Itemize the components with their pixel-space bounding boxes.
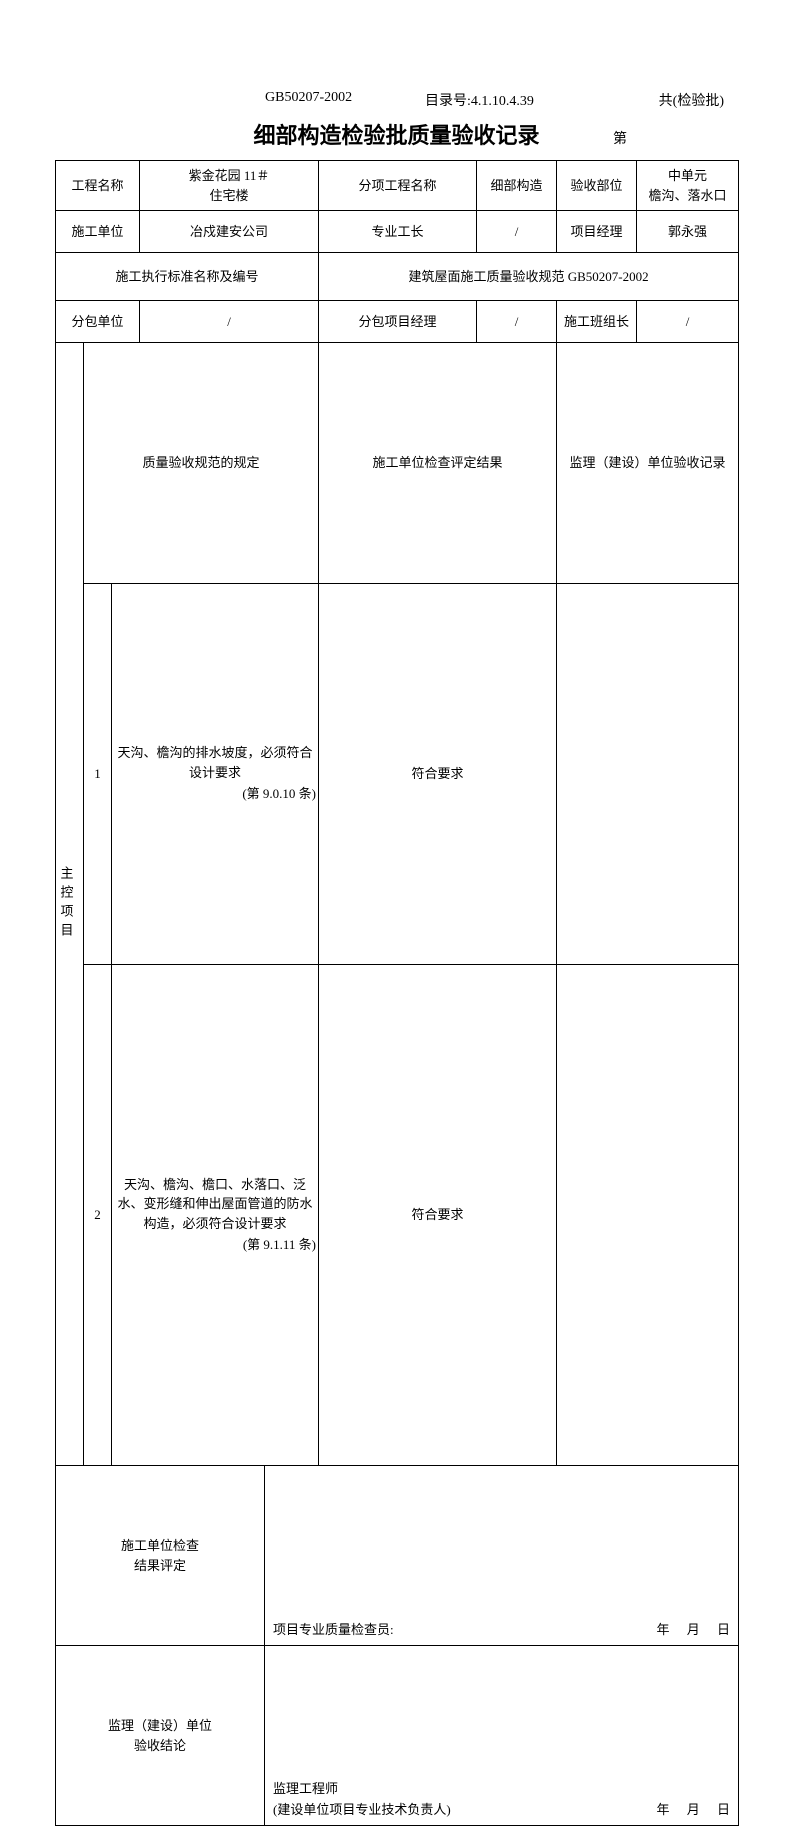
subitem-value: 细部构造 — [477, 161, 557, 211]
item-1-no: 1 — [84, 583, 112, 964]
result-header: 施工单位检查评定结果 — [319, 343, 557, 584]
sig1-d: 日 — [717, 1622, 730, 1637]
sig2-label-l2: 验收结论 — [58, 1736, 262, 1756]
project-name-l1: 紫金花园 11＃ — [142, 166, 316, 186]
sig2-d: 日 — [717, 1802, 730, 1817]
vertical-label: 主控项目 — [56, 343, 76, 1465]
sig2-body: 监理工程师 (建设单位项目专业技术负责人) 年 月 日 — [265, 1646, 739, 1826]
sig1-label-cell: 施工单位检查 结果评定 — [56, 1466, 265, 1646]
doc-title: 细部构造检验批质量验收记录 — [55, 118, 598, 150]
title-line: 细部构造检验批质量验收记录 第 — [55, 118, 738, 150]
catalog-no: 4.1.10.4.39 — [471, 94, 534, 109]
pm-label: 项目经理 — [557, 211, 637, 253]
item-2-desc-cell: 天沟、檐沟、檐口、水落口、泛水、变形缝和伸出屋面管道的防水构造，必须符合设计要求… — [112, 964, 319, 1465]
sig2-signer-l1: 监理工程师 — [273, 1779, 738, 1800]
item-1-result: 符合要求 — [319, 583, 557, 964]
item-1-desc: 天沟、檐沟的排水坡度，必须符合设计要求 — [118, 745, 313, 780]
catalog-label: 目录号: — [425, 94, 471, 109]
accept-part-l2: 檐沟、落水口 — [639, 186, 736, 206]
sig1-label-l2: 结果评定 — [58, 1556, 262, 1576]
sub-pm-value: / — [477, 301, 557, 343]
info-row-1: 工程名称 紫金花园 11＃ 住宅楼 分项工程名称 细部构造 验收部位 中单元 檐… — [56, 161, 739, 211]
team-leader-value: / — [637, 301, 739, 343]
item-1-clause: (第 9.0.10 条) — [114, 784, 316, 804]
sig1-body: 项目专业质量检查员: 年 月 日 — [265, 1466, 739, 1646]
sig2-label-l1: 监理（建设）单位 — [58, 1716, 262, 1736]
accept-part-label: 验收部位 — [557, 161, 637, 211]
subcontractor-label: 分包单位 — [56, 301, 140, 343]
standard-value: 建筑屋面施工质量验收规范 GB50207-2002 — [319, 253, 739, 301]
accept-part-l1: 中单元 — [639, 166, 736, 186]
contractor-label: 施工单位 — [56, 211, 140, 253]
subcontractor-value: / — [140, 301, 319, 343]
info-row-4: 分包单位 / 分包项目经理 / 施工班组长 / — [56, 301, 739, 343]
info-row-3: 施工执行标准名称及编号 建筑屋面施工质量验收规范 GB50207-2002 — [56, 253, 739, 301]
sig-row-2: 监理（建设）单位 验收结论 监理工程师 (建设单位项目专业技术负责人) 年 月 … — [56, 1646, 739, 1826]
spec-header: 质量验收规范的规定 — [84, 343, 319, 584]
pm-value: 郭永强 — [637, 211, 739, 253]
item-1-supervision — [557, 583, 739, 964]
item-2-no: 2 — [84, 964, 112, 1465]
item-2-clause: (第 9.1.11 条) — [243, 1235, 316, 1255]
sig2-m: 月 — [687, 1802, 700, 1817]
standard-label: 施工执行标准名称及编号 — [56, 253, 319, 301]
sig1-date: 年 月 日 — [642, 1620, 730, 1640]
page-no: 第 — [598, 128, 738, 148]
sig2-y: 年 — [656, 1802, 669, 1817]
item-2-supervision — [557, 964, 739, 1465]
std-code: GB50207-2002 — [265, 90, 425, 110]
info-row-2: 施工单位 冶戍建安公司 专业工长 / 项目经理 郭永强 — [56, 211, 739, 253]
page: GB50207-2002 目录号:4.1.10.4.39 共(检验批) 细部构造… — [0, 0, 793, 1122]
sig2-date: 年 月 日 — [642, 1800, 730, 1820]
main-table: 工程名称 紫金花园 11＃ 住宅楼 分项工程名称 细部构造 验收部位 中单元 檐… — [55, 160, 739, 1826]
accept-part-value: 中单元 檐沟、落水口 — [637, 161, 739, 211]
contractor-value: 冶戍建安公司 — [140, 211, 319, 253]
supervision-header: 监理（建设）单位验收记录 — [557, 343, 739, 584]
item-row-2: 2 天沟、檐沟、檐口、水落口、泛水、变形缝和伸出屋面管道的防水构造，必须符合设计… — [56, 964, 739, 1465]
item-2-desc: 天沟、檐沟、檐口、水落口、泛水、变形缝和伸出屋面管道的防水构造，必须符合设计要求 — [118, 1177, 313, 1231]
section-header-row: 主控项目 质量验收规范的规定 施工单位检查评定结果 监理（建设）单位验收记录 — [56, 343, 739, 584]
item-row-1: 1 天沟、檐沟的排水坡度，必须符合设计要求 (第 9.0.10 条) 符合要求 — [56, 583, 739, 964]
sig1-m: 月 — [687, 1622, 700, 1637]
subitem-label: 分项工程名称 — [319, 161, 477, 211]
team-leader-label: 施工班组长 — [557, 301, 637, 343]
sig1-y: 年 — [656, 1622, 669, 1637]
sig2-signer-l2: (建设单位项目专业技术负责人) — [273, 1800, 451, 1820]
project-name-l2: 住宅楼 — [142, 186, 316, 206]
sub-pm-label: 分包项目经理 — [319, 301, 477, 343]
sig-row-1: 施工单位检查 结果评定 项目专业质量检查员: 年 月 日 — [56, 1466, 739, 1646]
project-name-value: 紫金花园 11＃ 住宅楼 — [140, 161, 319, 211]
batch-label: 共(检验批) — [625, 90, 728, 110]
sig1-label-l1: 施工单位检查 — [58, 1536, 262, 1556]
project-name-label: 工程名称 — [56, 161, 140, 211]
item-1-desc-cell: 天沟、檐沟的排水坡度，必须符合设计要求 (第 9.0.10 条) — [112, 583, 319, 964]
sig2-label-cell: 监理（建设）单位 验收结论 — [56, 1646, 265, 1826]
sig1-signer: 项目专业质量检查员: — [273, 1620, 394, 1640]
foreman-value: / — [477, 211, 557, 253]
vertical-label-cell: 主控项目 — [56, 343, 84, 1466]
foreman-label: 专业工长 — [319, 211, 477, 253]
header-line: GB50207-2002 目录号:4.1.10.4.39 共(检验批) — [55, 90, 738, 110]
item-2-result: 符合要求 — [319, 964, 557, 1465]
